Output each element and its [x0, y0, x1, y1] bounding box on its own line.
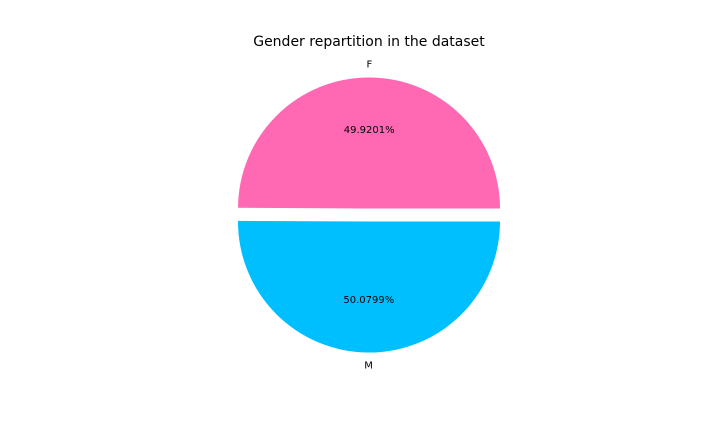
slice-label-m: M	[364, 361, 373, 372]
slice-label-f: F	[366, 59, 372, 70]
percent-label-f: 49.9201%	[344, 125, 395, 136]
percent-label-m: 50.0799%	[343, 295, 394, 306]
pie-slice-f	[238, 77, 501, 209]
chart-title: Gender repartition in the dataset	[253, 34, 485, 50]
pie-slice-m	[237, 220, 500, 353]
pie-labels: F 49.9201% M 50.0799%	[343, 59, 394, 371]
pie-slices	[237, 77, 501, 353]
